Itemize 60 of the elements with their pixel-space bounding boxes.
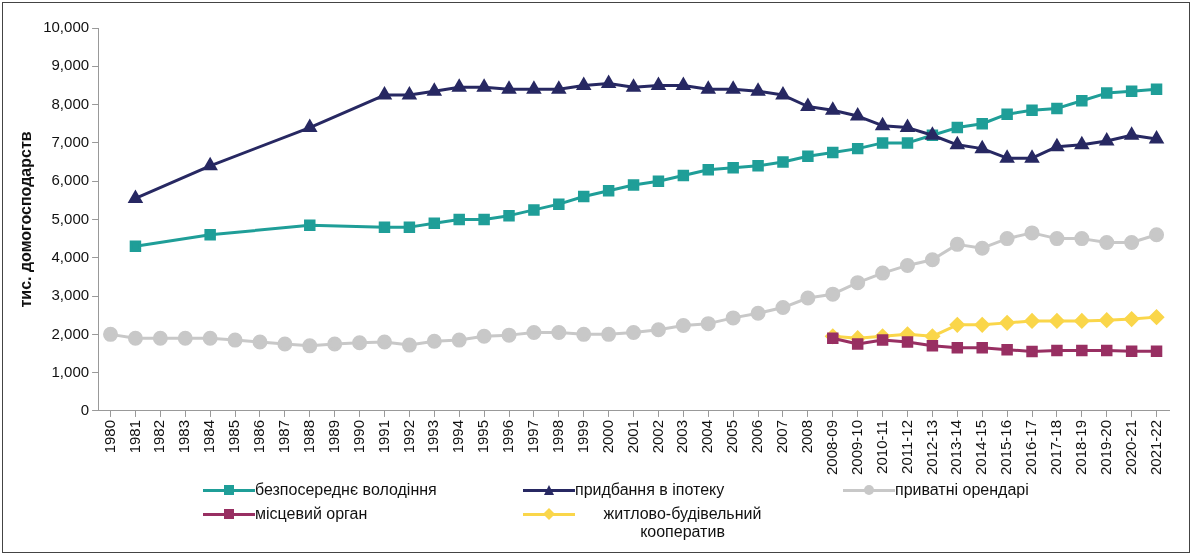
x-tick-label: 1981 [125,419,143,454]
legend-label: придбання в іпотеку [575,481,725,499]
x-tick-label: 2005 [723,419,741,454]
legend-label: приватні орендарі [895,481,1029,499]
x-tick-label: 2006 [748,419,766,454]
x-tick-label: 2016-17 [1022,419,1040,476]
x-tick-label: 2008 [798,419,816,454]
y-tick-label: 1,000 [51,362,90,380]
x-tick-label: 2009-10 [847,419,865,476]
x-tick-label: 2011-12 [897,419,915,474]
x-tick-label: 2019-20 [1096,419,1114,476]
x-tick-label: 2018-19 [1071,419,1089,476]
x-tick-label: 1999 [573,419,591,454]
x-tick-label: 2021-22 [1146,419,1164,476]
y-tick-label: 4,000 [51,247,90,265]
x-tick-label: 1982 [150,419,168,454]
x-tick-label: 1984 [200,419,218,454]
x-tick-label: 1987 [275,419,293,454]
x-tick-label: 1996 [499,419,517,454]
x-tick-label: 1993 [424,419,442,454]
x-tick-label: 1983 [175,419,193,454]
y-tick-label: 2,000 [51,324,90,342]
x-tick-label: 1989 [324,419,342,454]
x-tick-label: 1990 [349,419,367,454]
x-tick-label: 1986 [250,419,268,454]
x-tick-label: 2015-16 [997,419,1015,476]
legend-label: місцевий орган [255,505,368,523]
y-tick-label: 7,000 [51,133,90,151]
y-tick-label: 6,000 [51,171,90,189]
y-tick-label: 10,000 [43,18,90,36]
x-tick-label: 2004 [698,419,716,454]
x-tick-label: 1992 [399,419,417,454]
x-tick-label: 2001 [623,419,641,454]
x-tick-label: 1998 [548,419,566,454]
y-tick-label: 3,000 [51,286,90,304]
x-tick-label: 1997 [524,419,542,454]
x-tick-label: 2002 [648,419,666,454]
x-tick-label: 2008-09 [822,419,840,476]
x-tick-label: 2012-13 [922,419,940,476]
x-tick-label: 2013-14 [947,419,965,476]
x-tick-label: 1991 [374,419,392,454]
x-tick-label: 1994 [449,419,467,454]
x-tick-label: 2007 [773,419,791,454]
x-tick-label: 1985 [225,419,243,454]
x-tick-label: 1995 [474,419,492,454]
y-tick-label: 5,000 [51,209,90,227]
legend-label: житлово-будівельний кооператив [602,505,763,541]
x-tick-label: 1980 [100,419,118,454]
x-tick-label: 2017-18 [1047,419,1065,476]
y-axis-title: тис. домогосподарств [17,131,35,308]
y-tick-label: 8,000 [51,94,90,112]
x-tick-label: 2000 [598,419,616,454]
y-tick-label: 9,000 [51,56,90,74]
x-tick-label: 2020-21 [1121,419,1139,476]
x-tick-label: 2003 [673,419,691,454]
x-tick-label: 1988 [299,419,317,454]
x-tick-label: 2014-15 [972,419,990,476]
legend-label: безпосереднє володіння [255,481,437,499]
y-tick-label: 0 [80,401,90,419]
x-tick-label: 2010-11 [872,419,890,474]
